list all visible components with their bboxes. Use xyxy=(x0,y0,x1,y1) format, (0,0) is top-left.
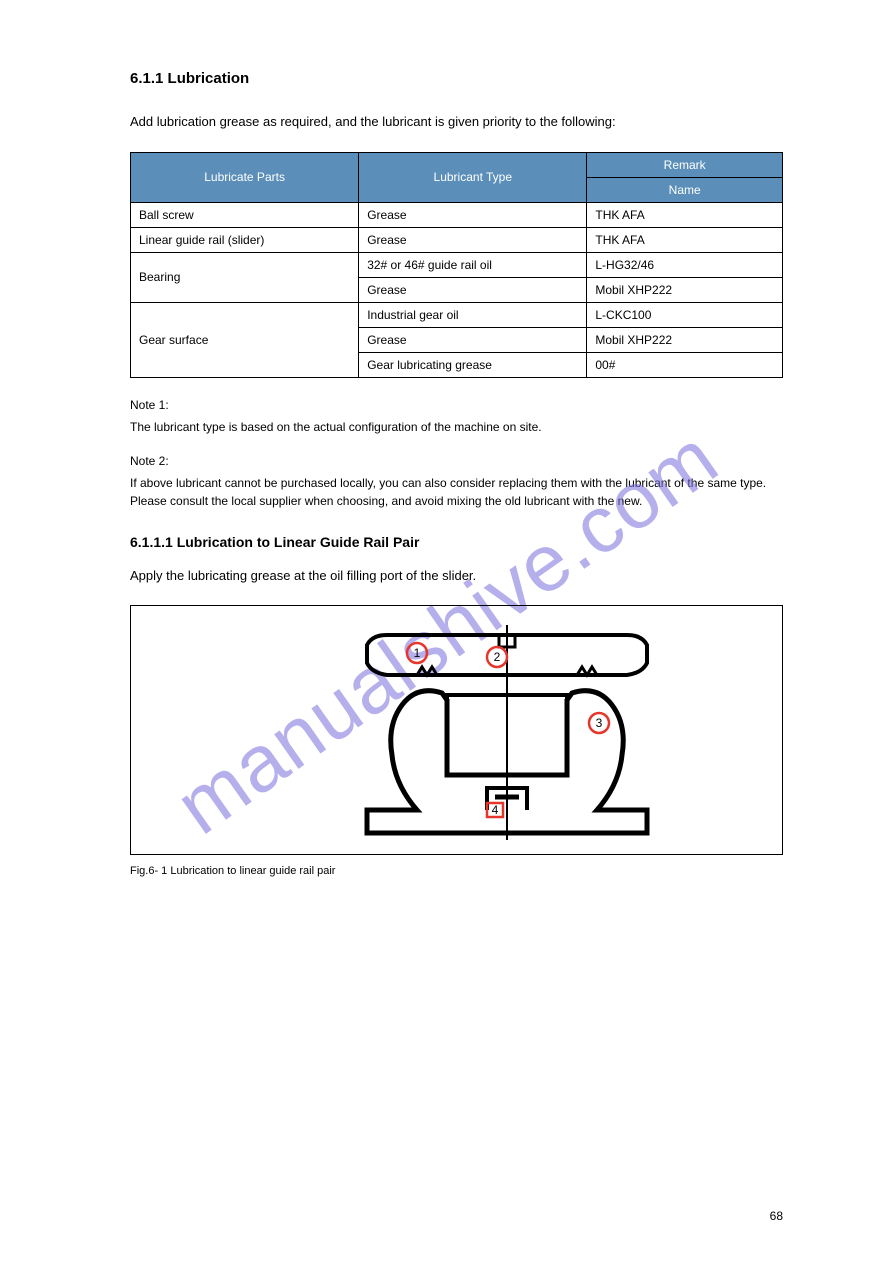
col-header-type: Lubricant Type xyxy=(359,152,587,202)
callout-1: 1 xyxy=(413,646,420,660)
col-header-remark: Remark xyxy=(587,152,783,177)
cell: Grease xyxy=(359,202,587,227)
cell: Grease xyxy=(359,277,587,302)
page-content: 6.1.1 Lubrication Add lubrication grease… xyxy=(0,0,893,927)
note2-text: If above lubricant cannot be purchased l… xyxy=(130,474,783,510)
note1-text: The lubricant type is based on the actua… xyxy=(130,418,783,436)
cell: Grease xyxy=(359,227,587,252)
cell: THK AFA xyxy=(587,202,783,227)
table-row: Bearing 32# or 46# guide rail oil L-HG32… xyxy=(131,252,783,277)
cell: THK AFA xyxy=(587,227,783,252)
cell: Gear surface xyxy=(131,302,359,377)
callout-3: 3 xyxy=(595,716,602,730)
cell: Mobil XHP222 xyxy=(587,327,783,352)
callout-4: 4 xyxy=(491,803,498,817)
section-intro: Add lubrication grease as required, and … xyxy=(130,112,783,132)
subsection-text: Apply the lubricating grease at the oil … xyxy=(130,566,783,586)
table-header-row: Lubricate Parts Lubricant Type Remark xyxy=(131,152,783,177)
cell: Bearing xyxy=(131,252,359,302)
table-row: Ball screw Grease THK AFA xyxy=(131,202,783,227)
note1-label: Note 1: xyxy=(130,398,783,412)
section-number: 6.1.1 Lubrication xyxy=(130,70,783,87)
table-row: Gear surface Industrial gear oil L-CKC10… xyxy=(131,302,783,327)
lubrication-table: Lubricate Parts Lubricant Type Remark Na… xyxy=(130,152,783,378)
figure-caption: Fig.6- 1 Lubrication to linear guide rai… xyxy=(130,865,783,877)
cell: 00# xyxy=(587,352,783,377)
page-number: 68 xyxy=(770,1209,783,1223)
cell: Grease xyxy=(359,327,587,352)
col-header-parts: Lubricate Parts xyxy=(131,152,359,202)
cell: Ball screw xyxy=(131,202,359,227)
callout-2: 2 xyxy=(493,650,500,664)
cell: 32# or 46# guide rail oil xyxy=(359,252,587,277)
subsection-title: 6.1.1.1 Lubrication to Linear Guide Rail… xyxy=(130,534,783,550)
cell: Mobil XHP222 xyxy=(587,277,783,302)
col-subheader-name: Name xyxy=(587,177,783,202)
table-row: Linear guide rail (slider) Grease THK AF… xyxy=(131,227,783,252)
cell: L-HG32/46 xyxy=(587,252,783,277)
cell: L-CKC100 xyxy=(587,302,783,327)
cell: Gear lubricating grease xyxy=(359,352,587,377)
guide-rail-diagram: 1 2 3 4 xyxy=(147,615,767,845)
note2-label: Note 2: xyxy=(130,454,783,468)
table: Lubricate Parts Lubricant Type Remark Na… xyxy=(130,152,783,378)
figure-box: 1 2 3 4 xyxy=(130,605,783,855)
cell: Linear guide rail (slider) xyxy=(131,227,359,252)
cell: Industrial gear oil xyxy=(359,302,587,327)
